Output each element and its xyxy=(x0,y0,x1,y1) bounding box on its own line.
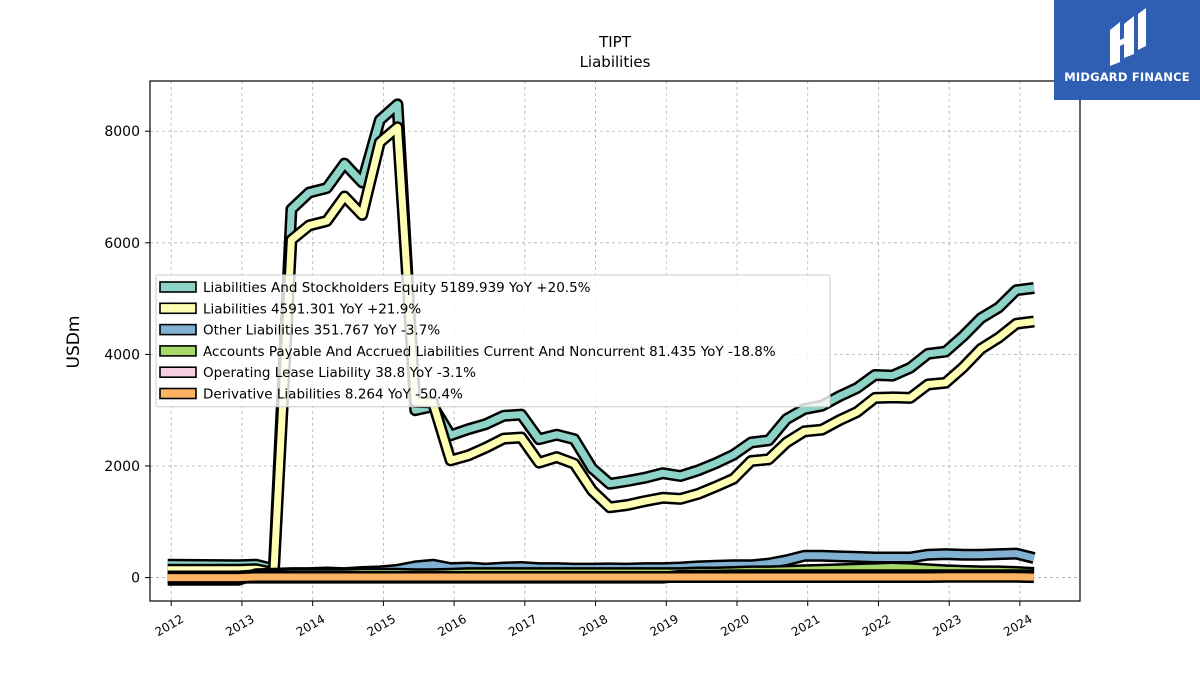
x-tick-label: 2020 xyxy=(718,612,751,639)
series-liabilities-and-stockholders-equity xyxy=(167,98,1035,576)
x-tick-label: 2012 xyxy=(152,612,185,639)
x-tick-label: 2013 xyxy=(223,612,256,639)
x-tick-label: 2016 xyxy=(435,612,468,639)
brand-name: MIDGARD FINANCE xyxy=(1064,70,1190,84)
legend-entry: Operating Lease Liability 38.8 YoY -3.1% xyxy=(203,365,476,381)
legend-entry: Derivative Liabilities 8.264 YoY -50.4% xyxy=(203,387,463,403)
x-tick-label: 2023 xyxy=(930,612,963,639)
legend-entry: Liabilities 4591.301 YoY +21.9% xyxy=(203,301,421,317)
legend-entry: Other Liabilities 351.767 YoY -3.7% xyxy=(203,323,440,339)
y-axis-label: USDm xyxy=(64,316,84,369)
midgard-logo-icon xyxy=(1110,8,1146,66)
legend-swatch xyxy=(159,281,197,293)
legend-swatch xyxy=(159,345,197,357)
y-tick-label: 6000 xyxy=(104,236,140,252)
chart-title: TIPT xyxy=(598,33,632,51)
brand-logo: MIDGARD FINANCE xyxy=(1054,0,1200,100)
x-tick-label: 2021 xyxy=(789,612,822,639)
x-tick-label: 2015 xyxy=(365,612,398,639)
legend-entry: Liabilities And Stockholders Equity 5189… xyxy=(203,280,591,296)
legend-swatch xyxy=(159,302,197,315)
legend-swatch xyxy=(159,387,197,400)
series-layer xyxy=(167,98,1036,586)
x-tick-label: 2018 xyxy=(577,612,610,639)
x-tick-label: 2024 xyxy=(1001,612,1034,639)
chart-subtitle: Liabilities xyxy=(580,53,651,71)
series-liabilities xyxy=(167,121,1035,580)
x-tick-label: 2022 xyxy=(860,612,893,639)
y-tick-label: 2000 xyxy=(104,459,140,475)
legend-swatch xyxy=(159,323,197,336)
series-line xyxy=(167,573,1035,582)
y-tick-label: 4000 xyxy=(104,347,140,363)
series-derivative-liabilities xyxy=(167,570,1035,584)
legend-entry: Accounts Payable And Accrued Liabilities… xyxy=(203,344,776,360)
series-line xyxy=(167,123,1035,577)
x-tick-label: 2017 xyxy=(506,612,539,639)
x-tick-label: 2014 xyxy=(294,612,327,639)
plot-frame xyxy=(149,80,1081,602)
y-tick-label: 8000 xyxy=(104,124,140,140)
legend-swatch xyxy=(159,366,197,379)
legend-box xyxy=(155,274,831,408)
legend: Liabilities And Stockholders Equity 5189… xyxy=(155,274,831,408)
y-tick-label: 0 xyxy=(131,571,140,587)
series-line xyxy=(167,100,1035,573)
x-tick-label: 2019 xyxy=(648,612,681,639)
